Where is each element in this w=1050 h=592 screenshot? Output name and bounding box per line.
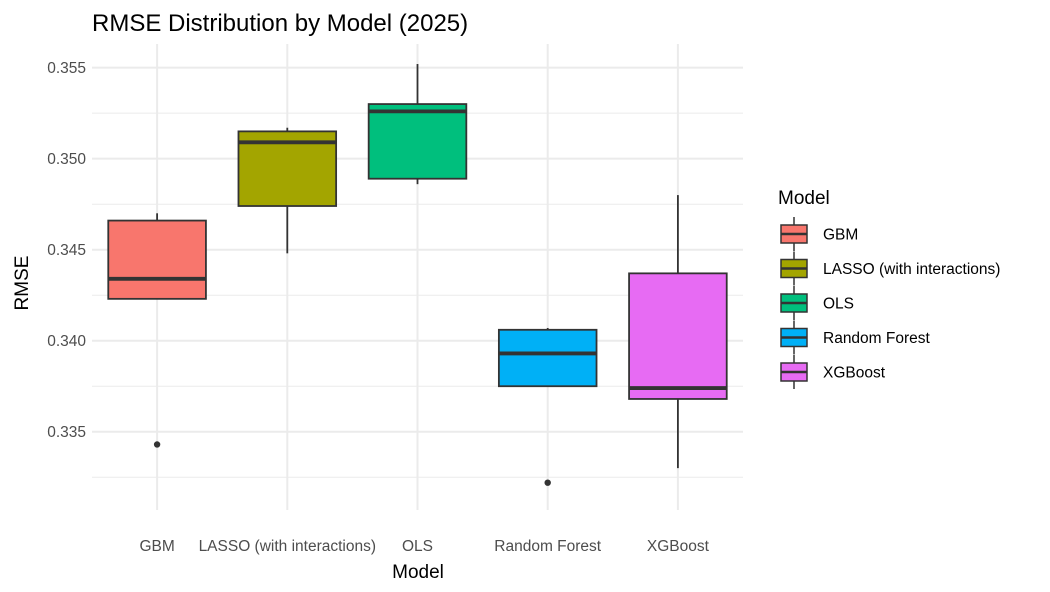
x-tick-label: GBM (139, 538, 174, 555)
y-axis-ticks: 0.335 0.340 0.345 0.350 0.355 (47, 60, 86, 441)
box-group (628, 195, 728, 469)
box-group (237, 127, 338, 254)
chart-title: RMSE Distribution by Model (2025) (92, 10, 468, 37)
legend: Model GBM LASSO (with interactions) OLS Ran… (778, 188, 1000, 389)
y-tick-label: 0.335 (47, 424, 86, 441)
legend-item: XGBoost (780, 355, 886, 389)
x-tick-label: OLS (402, 538, 433, 555)
legend-item: LASSO (with interactions) (780, 251, 1000, 286)
box-group (367, 64, 468, 185)
legend-item: OLS (780, 286, 854, 320)
iqr-box (367, 103, 468, 180)
x-tick-label: Random Forest (494, 538, 602, 555)
legend-label: OLS (823, 296, 854, 313)
legend-label: XGBoost (823, 365, 886, 382)
legend-title: Model (778, 188, 830, 209)
x-axis-ticks: GBM LASSO (with interactions) OLS Random Fo… (139, 538, 709, 555)
plot-grid (92, 44, 743, 510)
y-tick-label: 0.350 (47, 151, 86, 168)
iqr-box (628, 272, 728, 400)
plot-boxes (107, 64, 728, 486)
y-axis-title: RMSE (12, 256, 33, 311)
iqr-box (497, 328, 598, 388)
legend-label: LASSO (with interactions) (823, 261, 1000, 278)
y-tick-label: 0.340 (47, 333, 86, 350)
box-group (107, 213, 207, 448)
iqr-box (107, 219, 207, 300)
outlier-point (544, 479, 551, 486)
legend-label: Random Forest (823, 330, 931, 347)
legend-item: GBM (780, 217, 858, 251)
y-tick-label: 0.345 (47, 242, 86, 259)
y-tick-label: 0.355 (47, 60, 86, 77)
legend-item: Random Forest (780, 320, 931, 355)
x-axis-title: Model (392, 562, 444, 583)
legend-label: GBM (823, 227, 858, 244)
box-group (497, 327, 598, 486)
outlier-point (153, 441, 161, 448)
x-tick-label: LASSO (with interactions) (199, 538, 376, 555)
x-tick-label: XGBoost (647, 538, 710, 555)
